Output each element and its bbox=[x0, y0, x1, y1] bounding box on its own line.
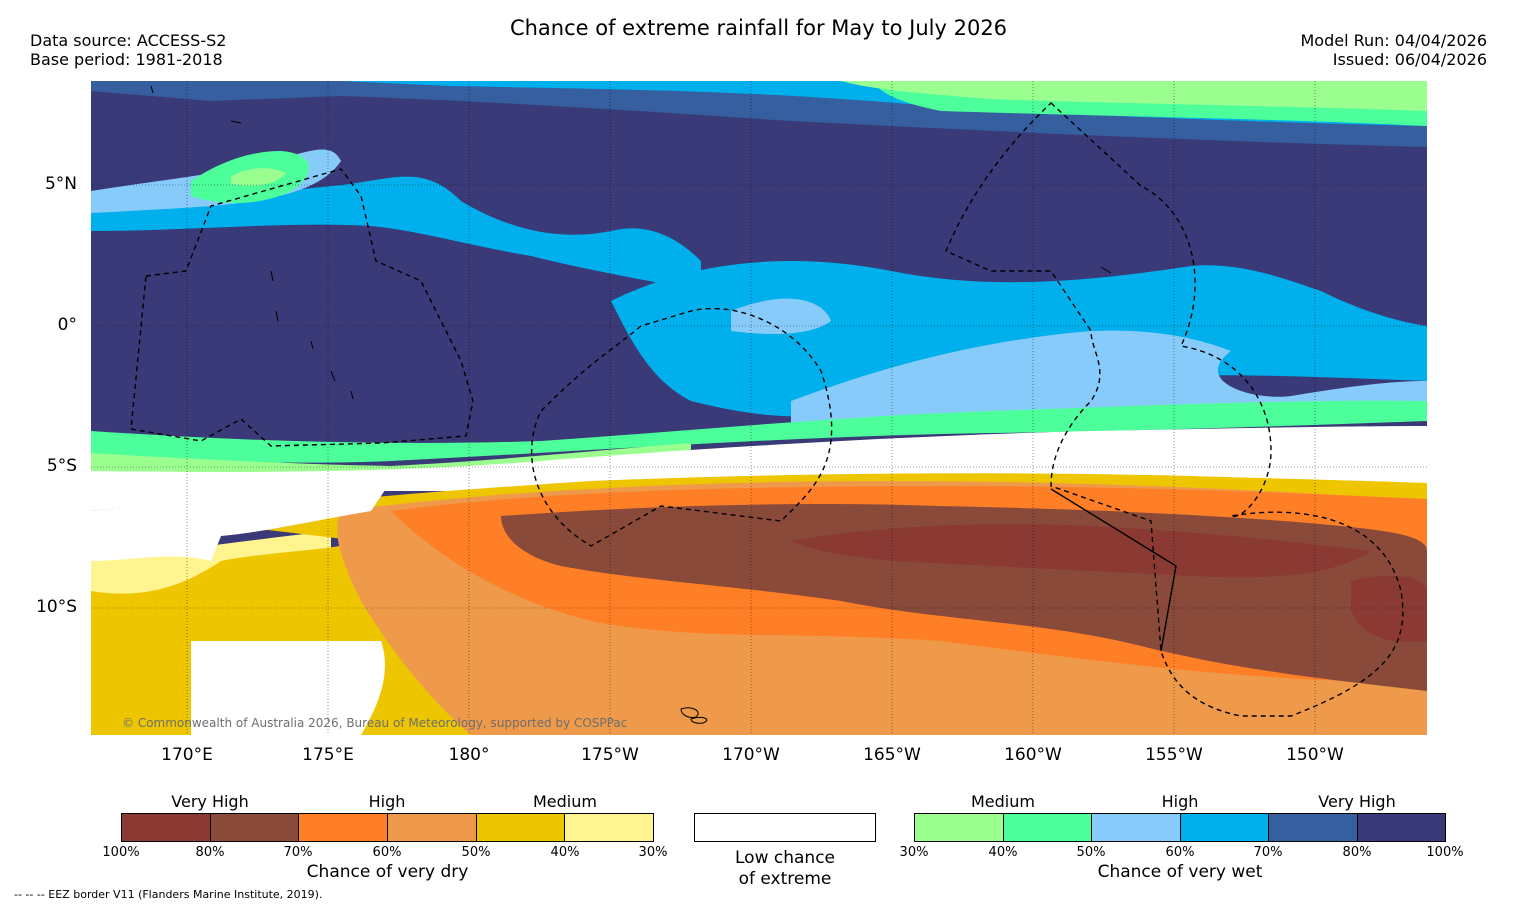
wet-band-50-central bbox=[731, 298, 831, 334]
islands bbox=[150, 85, 1112, 724]
eez-border-phoenix bbox=[530, 307, 833, 547]
wet-swatch-3 bbox=[1092, 814, 1181, 841]
dry-level-medium: Medium bbox=[533, 792, 597, 811]
rainfall-map: © Commonwealth of Australia 2026, Bureau… bbox=[91, 81, 1427, 735]
wet-swatch-4 bbox=[1180, 814, 1269, 841]
lon-label-150w: 150°W bbox=[1286, 745, 1344, 765]
lon-label-175w: 175°W bbox=[581, 745, 639, 765]
low-chance-southwest bbox=[191, 641, 385, 735]
graticule bbox=[91, 81, 1427, 735]
wet-tick-60: 60% bbox=[1165, 845, 1195, 860]
dry-band-80 bbox=[791, 524, 1371, 578]
model-run-info: Model Run: 04/04/2026 Issued: 06/04/2026 bbox=[1301, 31, 1488, 69]
dry-tick-60: 60% bbox=[372, 845, 402, 860]
low-chance-west bbox=[91, 481, 391, 561]
dry-tick-70: 70% bbox=[283, 845, 313, 860]
dry-tick-50: 50% bbox=[461, 845, 491, 860]
wet-swatch-1 bbox=[915, 814, 1004, 841]
data-source: Data source: ACCESS-S2 bbox=[30, 31, 227, 50]
wet-swatch-6 bbox=[1357, 814, 1445, 841]
dry-swatch-3 bbox=[299, 814, 389, 841]
lon-label-175e: 175°E bbox=[302, 745, 354, 765]
lon-label-165w: 165°W bbox=[863, 745, 921, 765]
dry-level-high: High bbox=[368, 792, 406, 811]
wet-band-30-north bbox=[841, 81, 1427, 111]
wet-level-high: High bbox=[1161, 792, 1199, 811]
lat-label-0: 0° bbox=[57, 315, 77, 335]
wet-band-60-upper bbox=[91, 176, 701, 291]
wet-tick-100: 100% bbox=[1426, 845, 1464, 860]
wet-legend-title: Chance of very wet bbox=[1097, 862, 1263, 882]
dry-swatch-1 bbox=[122, 814, 211, 841]
dry-band-80-east bbox=[1351, 575, 1427, 643]
map-canvas: © Commonwealth of Australia 2026, Bureau… bbox=[91, 81, 1427, 735]
wet-tick-80: 80% bbox=[1342, 845, 1372, 860]
dry-swatch-6 bbox=[565, 814, 654, 841]
wet-level-medium: Medium bbox=[971, 792, 1035, 811]
map-title: Chance of extreme rainfall for May to Ju… bbox=[509, 16, 1008, 40]
wet-colorbar bbox=[914, 813, 1446, 842]
model-run-date: Model Run: 04/04/2026 bbox=[1300, 31, 1488, 50]
lat-label-5n: 5°N bbox=[44, 174, 77, 194]
eez-border-kiribati-west bbox=[130, 168, 474, 447]
wet-band-30-south bbox=[91, 443, 691, 475]
dry-colorbar bbox=[121, 813, 654, 842]
issued-date: Issued: 06/04/2026 bbox=[1332, 50, 1487, 69]
eez-border-solid bbox=[1050, 488, 1177, 652]
lon-label-155w: 155°W bbox=[1145, 745, 1203, 765]
lon-label-170e: 170°E bbox=[161, 745, 213, 765]
dry-tick-100: 100% bbox=[102, 845, 140, 860]
wet-tick-50: 50% bbox=[1076, 845, 1106, 860]
dry-tick-30: 30% bbox=[638, 845, 668, 860]
base-period: Base period: 1981-2018 bbox=[30, 50, 223, 69]
dry-tick-80: 80% bbox=[195, 845, 225, 860]
map-copyright: © Commonwealth of Australia 2026, Bureau… bbox=[122, 716, 627, 730]
eez-borders bbox=[130, 102, 1404, 717]
dry-level-very-high: Very High bbox=[171, 792, 249, 811]
wet-band-30-upper bbox=[231, 168, 286, 186]
wet-band-60-central bbox=[611, 261, 1427, 417]
dry-tick-40: 40% bbox=[550, 845, 580, 860]
dry-legend-title: Chance of very dry bbox=[306, 862, 469, 882]
wet-swatch-2 bbox=[1003, 814, 1092, 841]
low-chance-line2: of extreme bbox=[738, 869, 832, 889]
wet-tick-30: 30% bbox=[899, 845, 929, 860]
lon-label-160w: 160°W bbox=[1004, 745, 1062, 765]
wet-swatch-5 bbox=[1269, 814, 1358, 841]
low-chance-line1: Low chance bbox=[735, 848, 835, 868]
dry-swatch-4 bbox=[388, 814, 477, 841]
low-chance-label: Low chance of extreme bbox=[694, 848, 876, 890]
lat-label-5s: 5°S bbox=[46, 456, 77, 476]
wet-tick-40: 40% bbox=[988, 845, 1018, 860]
wet-level-very-high: Very High bbox=[1318, 792, 1396, 811]
wet-band-40-south bbox=[91, 400, 1427, 463]
eez-border-line-islands bbox=[945, 102, 1404, 717]
wet-tick-70: 70% bbox=[1253, 845, 1283, 860]
lon-label-170w: 170°W bbox=[722, 745, 780, 765]
low-chance-swatch bbox=[694, 813, 876, 842]
lon-label-180: 180° bbox=[448, 745, 490, 765]
dry-swatch-5 bbox=[476, 814, 566, 841]
lat-label-10s: 10°S bbox=[36, 597, 77, 617]
dry-swatch-2 bbox=[210, 814, 300, 841]
data-source-info: Data source: ACCESS-S2 Base period: 1981… bbox=[30, 31, 226, 69]
eez-border-note: -- -- -- EEZ border V11 (Flanders Marine… bbox=[14, 888, 323, 901]
